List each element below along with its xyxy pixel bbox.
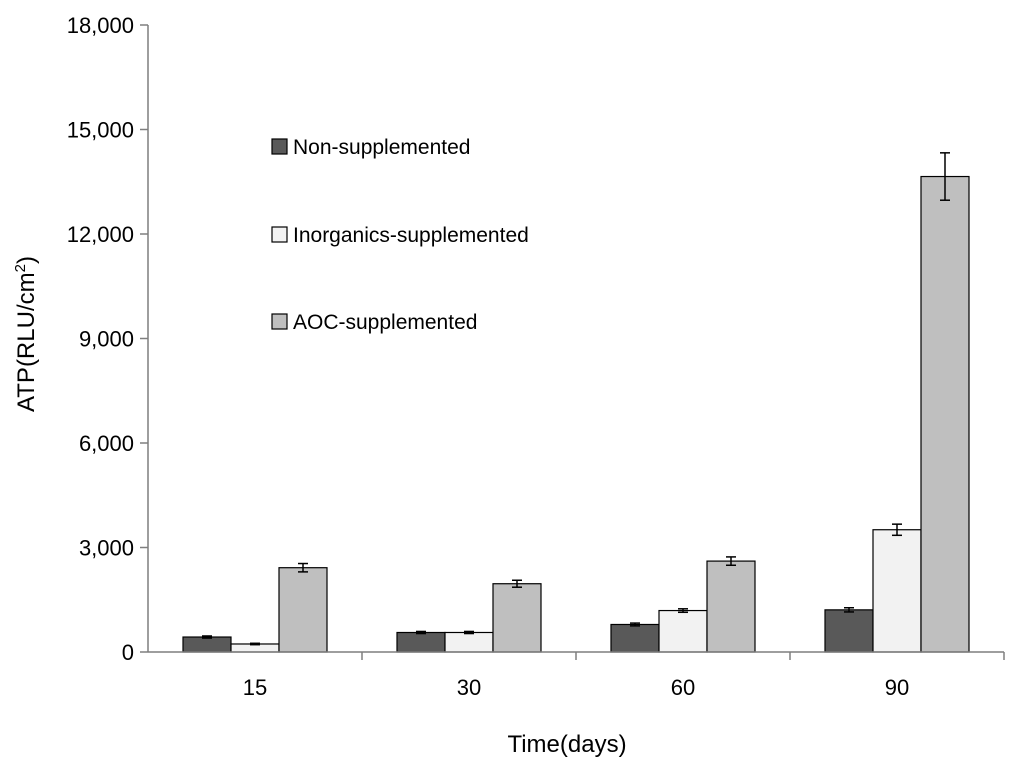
bar — [658, 609, 708, 653]
bar — [396, 631, 446, 653]
legend-label: Non-supplemented — [293, 136, 470, 159]
bar — [920, 175, 970, 653]
bars — [182, 152, 970, 653]
bar — [278, 567, 328, 653]
y-tick-label: 6,000 — [79, 431, 134, 456]
bar — [824, 609, 874, 653]
x-tick-label: 15 — [243, 675, 267, 700]
y-tick-label: 12,000 — [67, 222, 134, 247]
legend-label: AOC-supplemented — [293, 311, 477, 334]
bar — [872, 529, 922, 653]
x-axis-ticks: 15 30 60 90 — [243, 652, 1005, 700]
y-tick-label: 0 — [122, 640, 134, 665]
bar — [706, 560, 756, 653]
bar — [182, 636, 232, 653]
bar — [492, 583, 542, 653]
y-tick-label: 3,000 — [79, 536, 134, 561]
x-tick-label: 90 — [885, 675, 909, 700]
y-tick-label: 18,000 — [67, 13, 134, 38]
legend-swatch — [271, 138, 288, 155]
bar — [444, 631, 494, 653]
bar — [610, 623, 660, 653]
y-axis-ticks: 0 3,000 6,000 9,000 12,000 15,000 18,000 — [67, 13, 148, 665]
y-tick-label: 9,000 — [79, 327, 134, 352]
legend-swatch — [271, 313, 288, 330]
x-axis-title: Time(days) — [507, 731, 626, 758]
x-tick-label: 60 — [671, 675, 695, 700]
x-tick-label: 30 — [457, 675, 481, 700]
y-axis-title: ATP(RLU/cm2) — [12, 256, 40, 412]
legend-label: Inorganics-supplemented — [293, 224, 529, 247]
legend-swatch — [271, 226, 288, 243]
legend: Non-supplemented Inorganics-supplemented A… — [271, 136, 529, 334]
y-tick-label: 15,000 — [67, 118, 134, 143]
